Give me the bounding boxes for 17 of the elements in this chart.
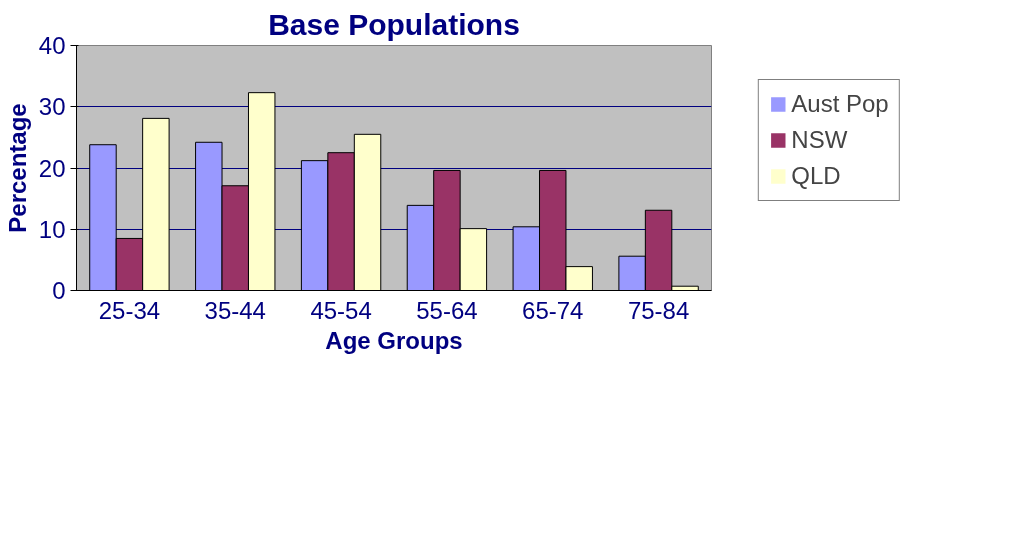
x-tick-label: 45-54 <box>310 296 372 324</box>
x-tick-label: 65-74 <box>522 296 584 324</box>
y-tick-label: 30 <box>38 93 66 121</box>
x-tick-label: 55-64 <box>416 296 478 324</box>
x-tick-label: 75-84 <box>627 296 690 324</box>
chart-title: Base Populations <box>268 7 520 41</box>
x-tick-label: 35-44 <box>204 296 266 324</box>
y-tick-label: 10 <box>38 215 66 243</box>
y-tick-label: 40 <box>38 32 66 59</box>
legend-label: Aust Pop <box>791 89 889 118</box>
legend-label: QLD <box>791 161 841 190</box>
y-tick-label: 20 <box>38 154 66 182</box>
y-axis-title: Percentage <box>3 103 31 233</box>
y-tick-label: 0 <box>52 277 66 304</box>
legend-label: NSW <box>791 125 848 154</box>
x-axis-title: Age Groups <box>325 326 463 354</box>
x-tick-label: 25-34 <box>98 296 161 324</box>
